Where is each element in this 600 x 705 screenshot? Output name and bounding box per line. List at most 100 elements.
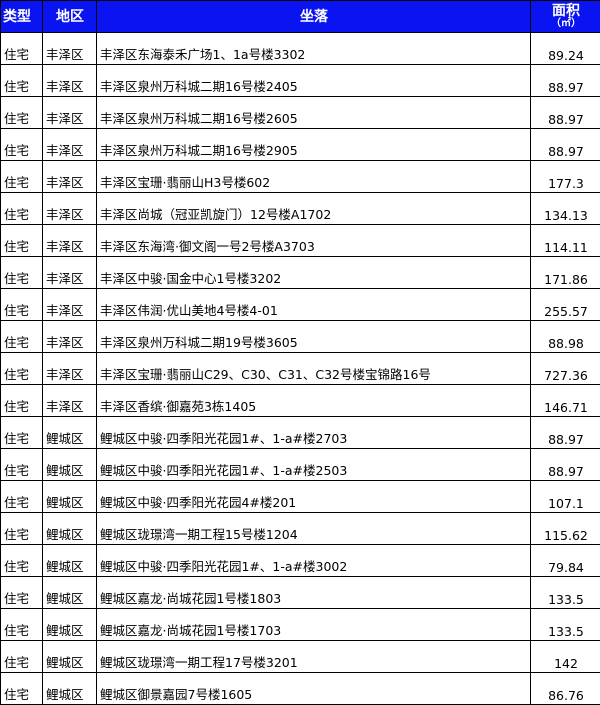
cell-area: 88.97 [531, 417, 600, 449]
cell-location: 丰泽区宝珊·翡丽山C29、C30、C31、C32号楼宝锦路16号 [97, 353, 531, 385]
cell-location: 鲤城区嘉龙·尚城花园1号楼1703 [97, 609, 531, 641]
cell-district: 丰泽区 [43, 33, 97, 65]
cell-district: 丰泽区 [43, 65, 97, 97]
cell-location: 鲤城区中骏·四季阳光花园4#楼201 [97, 481, 531, 513]
cell-location: 丰泽区尚城（冠亚凯旋门）12号楼A1702 [97, 193, 531, 225]
cell-area: 134.13 [531, 193, 600, 225]
header-area: 面积（㎡） [531, 1, 600, 33]
cell-area: 115.62 [531, 513, 600, 545]
cell-location: 鲤城区中骏·四季阳光花园1#、1-a#楼3002 [97, 545, 531, 577]
cell-type: 住宅 [1, 193, 43, 225]
cell-location: 丰泽区泉州万科城二期19号楼3605 [97, 321, 531, 353]
cell-area: 86.76 [531, 673, 600, 705]
cell-location: 丰泽区香缤·御嘉苑3栋1405 [97, 385, 531, 417]
header-area-unit: （㎡） [534, 19, 598, 29]
cell-type: 住宅 [1, 513, 43, 545]
cell-area: 88.97 [531, 65, 600, 97]
cell-location: 鲤城区中骏·四季阳光花园1#、1-a#楼2703 [97, 417, 531, 449]
cell-district: 丰泽区 [43, 129, 97, 161]
cell-type: 住宅 [1, 161, 43, 193]
header-row: 类型 地区 坐落 面积（㎡） [1, 1, 600, 33]
header-area-label: 面积 [552, 3, 580, 19]
header-district: 地区 [43, 1, 97, 33]
cell-district: 丰泽区 [43, 97, 97, 129]
cell-type: 住宅 [1, 577, 43, 609]
cell-location: 丰泽区宝珊·翡丽山H3号楼602 [97, 161, 531, 193]
cell-area: 89.24 [531, 33, 600, 65]
cell-location: 鲤城区御景嘉园7号楼1605 [97, 673, 531, 705]
cell-location: 丰泽区泉州万科城二期16号楼2605 [97, 97, 531, 129]
cell-type: 住宅 [1, 417, 43, 449]
cell-type: 住宅 [1, 225, 43, 257]
cell-area: 114.11 [531, 225, 600, 257]
cell-type: 住宅 [1, 385, 43, 417]
cell-area: 142 [531, 641, 600, 673]
cell-district: 鲤城区 [43, 449, 97, 481]
cell-area: 171.86 [531, 257, 600, 289]
cell-area: 727.36 [531, 353, 600, 385]
cell-location: 鲤城区珑璟湾一期工程15号楼1204 [97, 513, 531, 545]
cell-area: 177.3 [531, 161, 600, 193]
cell-type: 住宅 [1, 545, 43, 577]
cell-area: 146.71 [531, 385, 600, 417]
cell-district: 丰泽区 [43, 193, 97, 225]
cell-district: 丰泽区 [43, 161, 97, 193]
header-location: 坐落 [97, 1, 531, 33]
cell-district: 鲤城区 [43, 417, 97, 449]
cell-location: 丰泽区泉州万科城二期16号楼2405 [97, 65, 531, 97]
cell-district: 鲤城区 [43, 545, 97, 577]
cell-location: 丰泽区伟润·优山美地4号楼4-01 [97, 289, 531, 321]
cell-district: 鲤城区 [43, 481, 97, 513]
cell-type: 住宅 [1, 481, 43, 513]
cell-area: 107.1 [531, 481, 600, 513]
cell-type: 住宅 [1, 33, 43, 65]
cell-area: 79.84 [531, 545, 600, 577]
cell-type: 住宅 [1, 65, 43, 97]
cell-location: 丰泽区东海泰禾广场1、1a号楼3302 [97, 33, 531, 65]
cell-type: 住宅 [1, 449, 43, 481]
cell-type: 住宅 [1, 129, 43, 161]
cell-area: 88.97 [531, 449, 600, 481]
cell-location: 鲤城区珑璟湾一期工程17号楼3201 [97, 641, 531, 673]
cell-district: 丰泽区 [43, 385, 97, 417]
cell-district: 丰泽区 [43, 257, 97, 289]
cell-area: 133.5 [531, 609, 600, 641]
cell-location: 丰泽区东海湾·御文阁一号2号楼A3703 [97, 225, 531, 257]
cell-district: 丰泽区 [43, 321, 97, 353]
cell-location: 丰泽区中骏·国金中心1号楼3202 [97, 257, 531, 289]
cell-location: 鲤城区中骏·四季阳光花园1#、1-a#楼2503 [97, 449, 531, 481]
cell-district: 鲤城区 [43, 641, 97, 673]
cell-district: 丰泽区 [43, 289, 97, 321]
cell-district: 丰泽区 [43, 353, 97, 385]
cell-area: 88.98 [531, 321, 600, 353]
cell-area: 255.57 [531, 289, 600, 321]
cell-type: 住宅 [1, 609, 43, 641]
cell-district: 鲤城区 [43, 609, 97, 641]
cell-district: 丰泽区 [43, 225, 97, 257]
cell-district: 鲤城区 [43, 513, 97, 545]
cell-type: 住宅 [1, 673, 43, 705]
cell-district: 鲤城区 [43, 577, 97, 609]
cell-type: 住宅 [1, 321, 43, 353]
cell-type: 住宅 [1, 97, 43, 129]
cell-area: 133.5 [531, 577, 600, 609]
cell-district: 鲤城区 [43, 673, 97, 705]
cell-type: 住宅 [1, 353, 43, 385]
cell-type: 住宅 [1, 289, 43, 321]
